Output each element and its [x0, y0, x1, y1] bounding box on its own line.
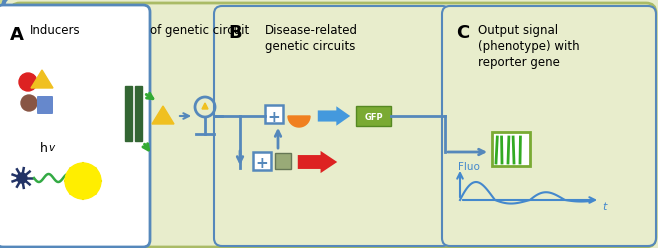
Circle shape: [19, 73, 37, 91]
FancyBboxPatch shape: [214, 6, 450, 246]
FancyBboxPatch shape: [37, 96, 53, 114]
Text: GFP: GFP: [364, 113, 383, 122]
Text: (phenotype) with: (phenotype) with: [478, 40, 580, 53]
Text: t: t: [602, 202, 607, 212]
Bar: [492, 132, 530, 166]
FancyArrowPatch shape: [298, 151, 337, 173]
FancyArrowPatch shape: [318, 106, 350, 126]
Circle shape: [17, 173, 27, 183]
Text: v: v: [48, 143, 54, 153]
FancyBboxPatch shape: [0, 5, 150, 247]
Polygon shape: [288, 116, 310, 127]
Text: Output signal: Output signal: [478, 24, 558, 37]
Circle shape: [21, 95, 37, 111]
Bar: [265, 105, 283, 123]
Text: +: +: [268, 110, 280, 124]
Bar: [356, 106, 391, 126]
Text: B: B: [228, 24, 241, 42]
Bar: [125, 86, 132, 141]
Text: Inducers: Inducers: [30, 24, 81, 37]
Text: genetic circuits: genetic circuits: [265, 40, 355, 53]
Circle shape: [65, 163, 101, 199]
Polygon shape: [152, 106, 174, 124]
Text: +: +: [255, 155, 268, 171]
Text: of genetic circuit: of genetic circuit: [150, 24, 249, 37]
Text: Fluo: Fluo: [458, 162, 480, 172]
FancyBboxPatch shape: [3, 0, 658, 248]
Bar: [275, 153, 291, 169]
Text: reporter gene: reporter gene: [478, 56, 560, 69]
Polygon shape: [31, 70, 53, 88]
FancyBboxPatch shape: [442, 6, 656, 246]
Text: A: A: [10, 26, 24, 44]
Polygon shape: [202, 103, 208, 109]
Bar: [135, 86, 142, 141]
Text: Disease-related: Disease-related: [265, 24, 358, 37]
Bar: [253, 152, 271, 170]
Bar: [288, 116, 310, 120]
Text: h: h: [40, 142, 48, 155]
Text: C: C: [456, 24, 469, 42]
